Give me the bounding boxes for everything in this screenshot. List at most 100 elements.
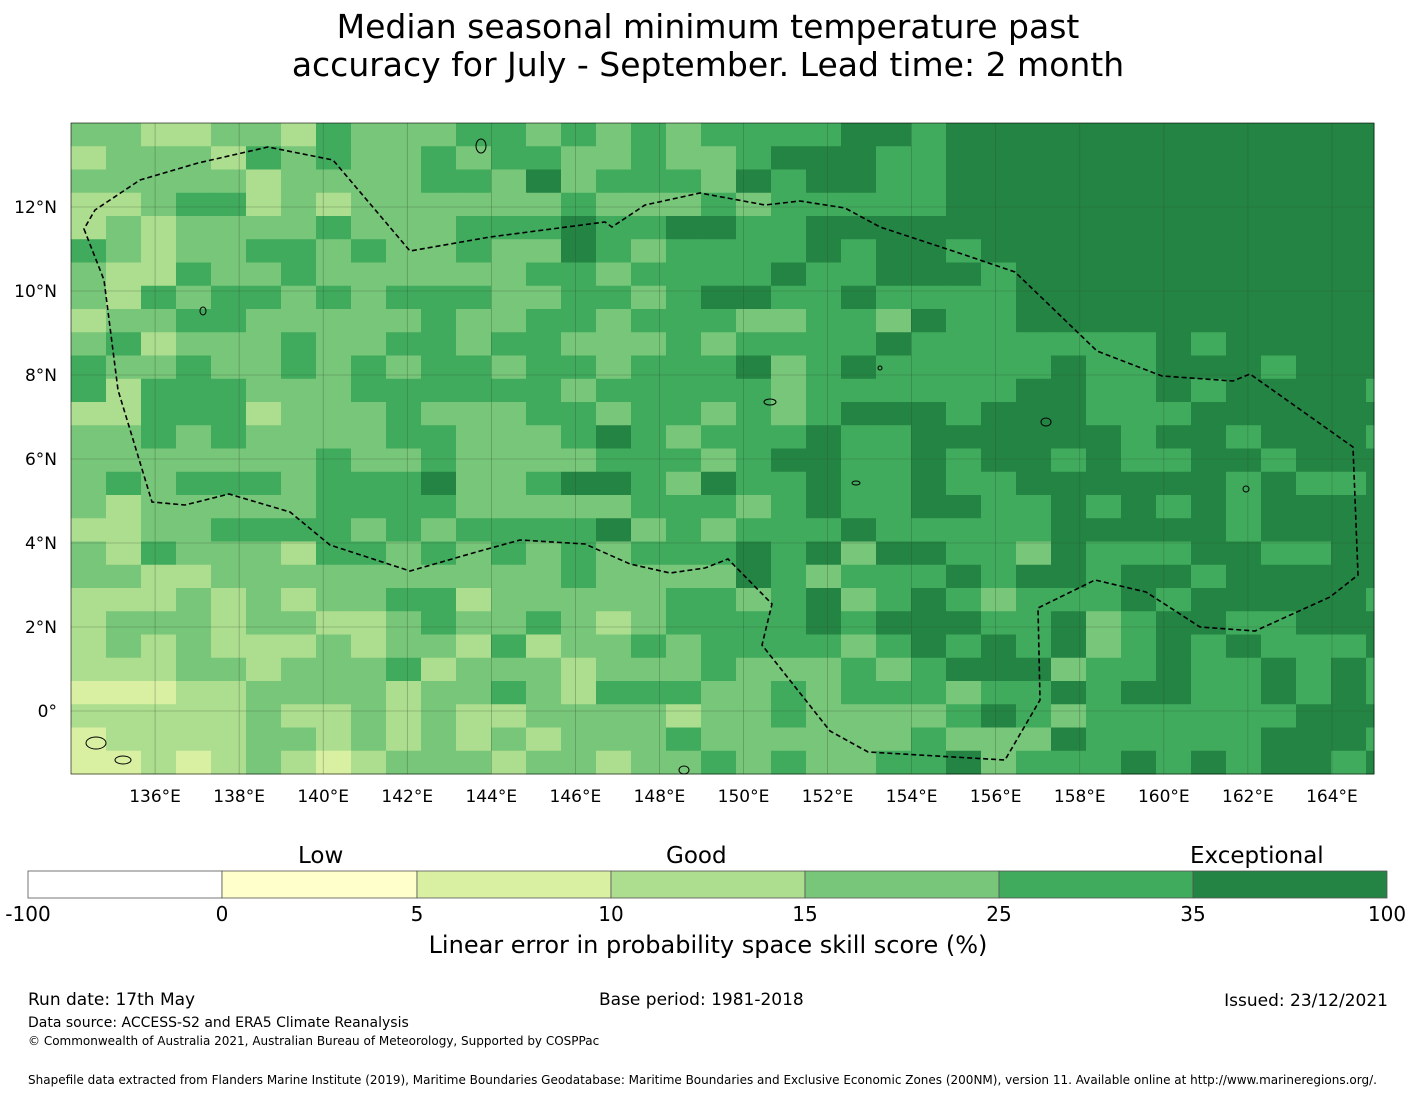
- skill-cell: [561, 123, 597, 147]
- skill-cell: [281, 448, 317, 473]
- skill-cell: [141, 378, 177, 403]
- skill-cell: [281, 146, 317, 170]
- skill-cell: [701, 378, 737, 403]
- skill-cell: [771, 704, 807, 728]
- skill-cell: [106, 146, 142, 170]
- skill-cell: [211, 192, 247, 217]
- skill-cell: [631, 471, 667, 496]
- skill-cell: [1191, 727, 1227, 752]
- skill-cell: [246, 471, 282, 496]
- skill-cell: [1331, 495, 1367, 519]
- skill-cell: [701, 402, 737, 426]
- skill-cell: [736, 216, 772, 240]
- skill-cell: [911, 402, 947, 426]
- skill-cell: [1366, 402, 1375, 426]
- skill-cell: [561, 727, 597, 752]
- skill-cell: [141, 332, 177, 356]
- skill-cell: [1191, 216, 1227, 240]
- skill-cell: [386, 192, 422, 217]
- skill-cell: [806, 146, 842, 170]
- skill-cell: [736, 495, 772, 519]
- skill-cell: [981, 262, 1017, 287]
- skill-cell: [211, 634, 247, 659]
- skill-cell: [281, 169, 317, 194]
- skill-cell: [596, 448, 632, 473]
- skill-cell: [981, 588, 1017, 612]
- skill-cell: [841, 518, 877, 542]
- skill-cell: [876, 518, 912, 542]
- skill-cell: [176, 262, 212, 287]
- island-outline: [475, 138, 487, 154]
- skill-cell: [631, 541, 667, 566]
- skill-cell: [1226, 332, 1262, 356]
- skill-cell: [736, 704, 772, 728]
- skill-cell: [526, 169, 562, 194]
- skill-cell: [1086, 541, 1122, 566]
- skill-cell: [176, 727, 212, 752]
- skill-cell: [841, 146, 877, 170]
- skill-cell: [1296, 750, 1332, 775]
- skill-cell: [1331, 192, 1367, 217]
- skill-cell: [1226, 216, 1262, 240]
- skill-cell: [1366, 750, 1375, 775]
- skill-cell: [876, 123, 912, 147]
- skill-cell: [1086, 239, 1122, 263]
- skill-cell: [281, 262, 317, 287]
- skill-cell: [1366, 657, 1375, 682]
- skill-cell: [981, 285, 1017, 310]
- longitude-label: 158°E: [1054, 787, 1106, 807]
- skill-cell: [1261, 216, 1297, 240]
- skill-cell: [176, 681, 212, 705]
- skill-cell: [1086, 262, 1122, 287]
- skill-cell: [1261, 146, 1297, 170]
- skill-cell: [1156, 657, 1192, 682]
- skill-cell: [771, 402, 807, 426]
- skill-cell: [526, 518, 562, 542]
- skill-cell: [736, 239, 772, 263]
- skill-cell: [771, 495, 807, 519]
- skill-cell: [1226, 169, 1262, 194]
- skill-cell: [1226, 611, 1262, 635]
- skill-cell: [1226, 657, 1262, 682]
- skill-cell: [911, 471, 947, 496]
- skill-cell: [351, 216, 387, 240]
- skill-cell: [1296, 378, 1332, 403]
- skill-cell: [1331, 448, 1367, 473]
- skill-cell: [981, 425, 1017, 449]
- skill-cell: [561, 239, 597, 263]
- skill-cell: [1191, 425, 1227, 449]
- skill-cell: [351, 355, 387, 380]
- skill-cell: [1366, 588, 1375, 612]
- skill-cell: [1191, 123, 1227, 147]
- skill-cell: [71, 518, 107, 542]
- skill-cell: [526, 216, 562, 240]
- skill-cell: [1086, 681, 1122, 705]
- skill-cell: [141, 704, 177, 728]
- skill-cell: [1261, 262, 1297, 287]
- skill-cell: [71, 239, 107, 263]
- skill-cell: [876, 471, 912, 496]
- skill-cell: [981, 169, 1017, 194]
- skill-cell: [526, 681, 562, 705]
- skill-cell: [71, 355, 107, 380]
- skill-cell: [1261, 681, 1297, 705]
- skill-cell: [666, 588, 702, 612]
- skill-cell: [596, 332, 632, 356]
- skill-cell: [596, 378, 632, 403]
- skill-cell: [771, 611, 807, 635]
- skill-cell: [281, 402, 317, 426]
- skill-cell: [526, 448, 562, 473]
- skill-cell: [806, 750, 842, 775]
- skill-cell: [736, 192, 772, 217]
- skill-cell: [71, 448, 107, 473]
- skill-cell: [456, 634, 492, 659]
- skill-cell: [1261, 727, 1297, 752]
- skill-cell: [1051, 402, 1087, 426]
- skill-cell: [176, 402, 212, 426]
- skill-cell: [736, 657, 772, 682]
- longitude-label: 150°E: [718, 787, 770, 807]
- skill-cell: [386, 611, 422, 635]
- skill-cell: [456, 727, 492, 752]
- skill-cell: [1121, 448, 1157, 473]
- skill-cell: [1051, 634, 1087, 659]
